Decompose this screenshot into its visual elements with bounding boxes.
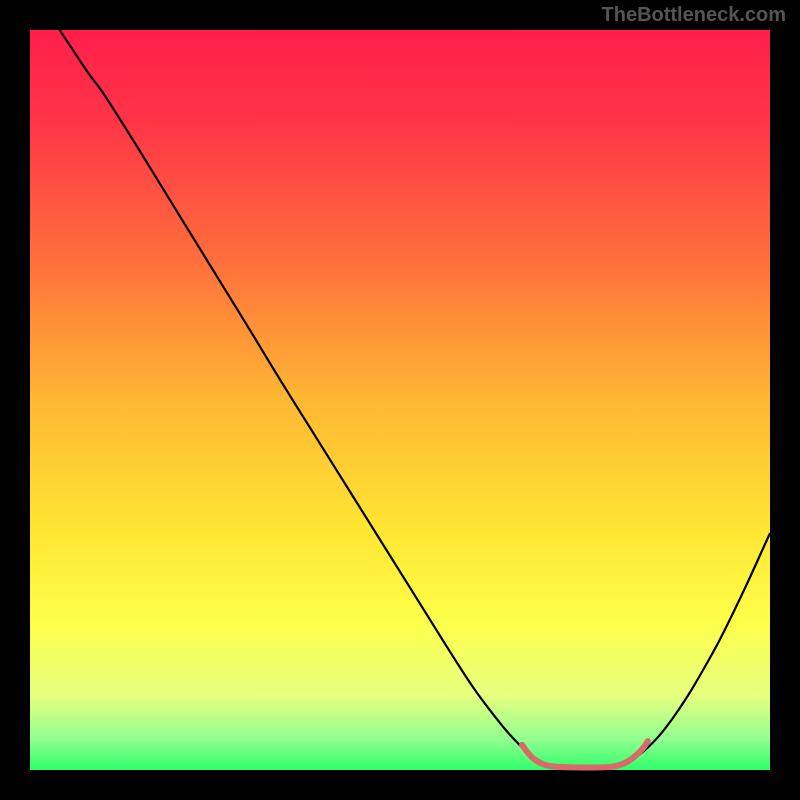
chart-container: TheBottleneck.com bbox=[0, 0, 800, 800]
plot-background bbox=[30, 30, 770, 770]
bottleneck-curve-chart bbox=[0, 0, 800, 800]
watermark-text: TheBottleneck.com bbox=[602, 4, 786, 27]
